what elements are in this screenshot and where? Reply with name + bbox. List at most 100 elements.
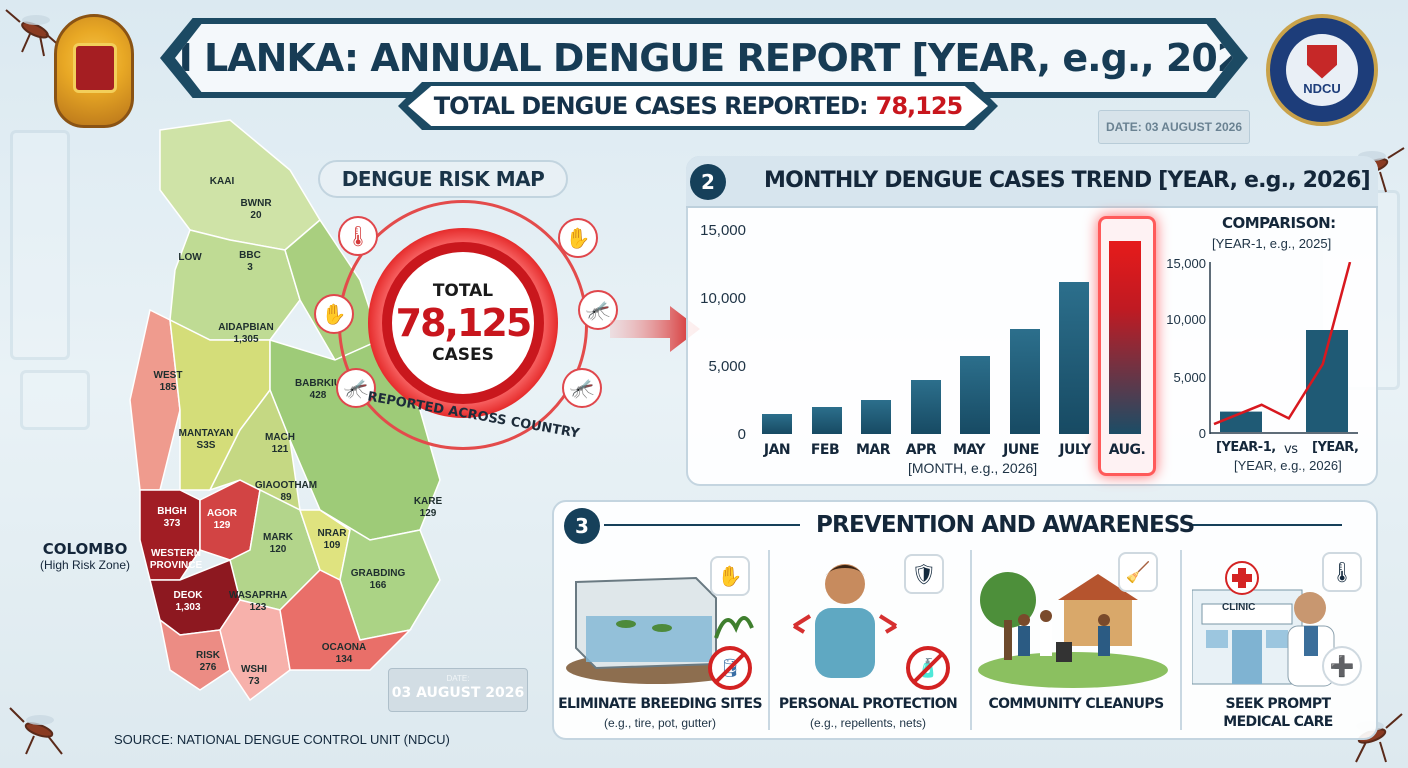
clinic-sign: CLINIC	[1222, 602, 1256, 613]
child-protected-illustration	[792, 564, 898, 678]
map-label: MANTAYAN S3S	[178, 428, 234, 451]
total-circle-value: 78,125	[395, 301, 533, 345]
x-tick: MAR	[855, 442, 891, 458]
total-circle-line3: CASES	[432, 345, 494, 365]
bar-feb	[811, 406, 842, 434]
mosquito-icon	[5, 9, 63, 57]
ndcu-logo-text: NDCU	[1303, 80, 1341, 96]
y-tick: 5,000	[708, 358, 746, 375]
mosquito-icon	[9, 707, 63, 755]
y-tick: 10,000	[700, 290, 746, 307]
bar-mar	[861, 400, 891, 434]
section-number-badge: 3	[564, 508, 600, 544]
map-label: GRABDING 166	[350, 568, 406, 591]
map-label: BWNR 20	[240, 198, 272, 221]
colombo-callout: COLOMBO (High Risk Zone)	[40, 540, 130, 572]
map-label: BHGH 373	[157, 506, 187, 529]
map-label: KARE 129	[413, 496, 443, 519]
map-label: AIDAPBIAN 1,305	[218, 322, 274, 345]
comparison-x-tick: [YEAR-1,	[1216, 440, 1276, 455]
column-divider	[1180, 550, 1182, 730]
column-divider	[970, 550, 972, 730]
comparison-vs: vs	[1284, 442, 1298, 457]
shield-icon: 🛡	[904, 554, 944, 594]
comparison-x-tick: [YEAR,	[1312, 440, 1359, 455]
comparison-y-tick: 10,000	[1166, 312, 1206, 327]
map-label: NRAR 109	[317, 528, 347, 551]
map-label: WESTERN PROVINCE	[149, 548, 203, 571]
prevention-item-sub: MEDICAL CARE	[1223, 714, 1333, 730]
trend-title: MONTHLY DENGUE CASES TREND [YEAR, e.g., …	[764, 168, 1371, 193]
map-date-badge: DATE: 03 AUGUST 2026	[388, 668, 528, 712]
map-label: AGOR 129	[207, 508, 237, 531]
source-note: SOURCE: NATIONAL DENGUE CONTROL UNIT (ND…	[114, 732, 450, 747]
mosquito-icon: 🦟	[336, 368, 376, 408]
y-tick: 0	[737, 426, 746, 443]
x-tick: AUG.	[1108, 442, 1146, 458]
comparison-y-tick: 5,000	[1173, 370, 1206, 385]
title-rule	[604, 524, 800, 526]
lion-shield-icon	[73, 43, 117, 93]
bar-jan	[762, 413, 792, 434]
background-monitor	[20, 370, 90, 430]
x-tick: MAY	[952, 442, 986, 458]
map-label: GIAOOTHAM 89	[254, 480, 318, 503]
comparison-y-tick: 15,000	[1166, 256, 1206, 271]
x-tick: APR	[905, 442, 937, 458]
map-label: RISK 276	[196, 650, 220, 673]
total-banner: TOTAL DENGUE CASES REPORTED: 78,125	[408, 86, 988, 126]
title-rule	[1192, 524, 1342, 526]
colombo-sub: (High Risk Zone)	[40, 558, 131, 572]
no-spray-icon: 🧴	[906, 646, 950, 690]
thermometer-icon: 🌡	[338, 216, 378, 256]
map-label: MARK 120	[263, 532, 293, 555]
y-tick: 15,000	[700, 222, 746, 239]
map-label: KAAI	[209, 176, 235, 187]
map-label: MACH 121	[265, 432, 295, 455]
comparison-y-tick: 0	[1198, 426, 1206, 441]
prevention-item-label: ELIMINATE BREEDING SITES	[558, 696, 762, 712]
column-divider	[768, 550, 770, 730]
bar-aug	[1108, 240, 1141, 434]
background-monitor	[10, 130, 70, 360]
prevention-item-label: SEEK PROMPT	[1225, 696, 1331, 712]
title-banner: SRI LANKA: ANNUAL DENGUE REPORT [YEAR, e…	[175, 24, 1233, 92]
map-label: WEST 185	[153, 370, 183, 393]
comparison-subtitle: [YEAR-1, e.g., 2025]	[1212, 236, 1332, 251]
mosquito-icon: 🦟	[562, 368, 602, 408]
ndcu-logo: NDCU	[1266, 14, 1378, 126]
prevention-item-label: PERSONAL PROTECTION	[778, 696, 958, 712]
medical-cross-icon: ➕	[1322, 646, 1362, 686]
section-number-badge: 2	[690, 164, 726, 200]
comparison-title: COMPARISON:	[1222, 214, 1336, 232]
colombo-label: COLOMBO	[42, 540, 128, 558]
thermometer-icon: 🌡	[1322, 552, 1362, 592]
map-title: DENGUE RISK MAP	[318, 160, 568, 198]
broom-icon: 🧹	[1118, 552, 1158, 592]
comparison-bar	[1220, 411, 1262, 432]
map-label: BBC 3	[239, 250, 261, 273]
x-tick: JULY	[1059, 442, 1091, 458]
x-axis-label: [MONTH, e.g., 2026]	[908, 460, 1038, 476]
prevention-item-sub: (e.g., tire, pot, gutter)	[603, 716, 717, 730]
map-label: DEOK 1,303	[173, 590, 203, 613]
page-title: SRI LANKA: ANNUAL DENGUE REPORT [YEAR, e…	[123, 36, 1285, 80]
bar-apr	[910, 379, 941, 434]
sri-lanka-emblem	[54, 14, 134, 128]
date-badge: DATE: 03 AUGUST 2026	[1098, 110, 1250, 144]
bar-may	[960, 356, 990, 434]
prevention-item-label: COMMUNITY CLEANUPS	[988, 696, 1164, 712]
map-label: OCAONA 134	[321, 642, 367, 665]
total-value: 78,125	[875, 92, 964, 120]
prevention-title: PREVENTION AND AWARENESS	[816, 512, 1195, 538]
hand-icon: ✋	[558, 218, 598, 258]
map-label: WASAPRHA 123	[228, 590, 288, 613]
map-date-small: DATE:	[446, 674, 470, 683]
x-tick: JAN	[763, 442, 791, 458]
bar-july	[1059, 281, 1089, 434]
x-tick: FEB	[810, 442, 840, 458]
map-label: LOW	[178, 252, 202, 263]
total-label: TOTAL DENGUE CASES REPORTED:	[433, 92, 869, 120]
hand-stop-icon: ✋	[710, 556, 750, 596]
region-north	[159, 119, 321, 251]
